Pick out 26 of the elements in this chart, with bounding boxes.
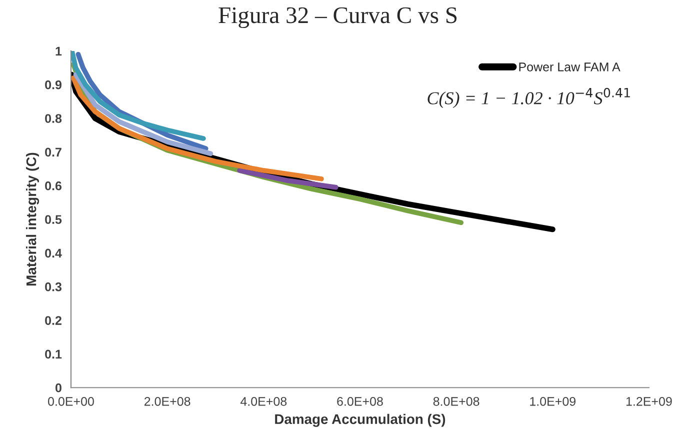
- y-tick-label: 0.8: [45, 114, 62, 123]
- y-tick-label: 0.7: [45, 148, 62, 157]
- y-tick-label: 0.2: [45, 316, 62, 325]
- y-tick-label: 0.6: [45, 181, 62, 190]
- x-tick-label: 0.0E+00: [48, 396, 94, 406]
- line-series: [70, 50, 206, 141]
- y-tick-label: 0.5: [45, 215, 62, 224]
- x-tick-label: 4.0E+08: [240, 396, 287, 406]
- y-tick-label: 0.4: [45, 248, 62, 258]
- y-tick-label: 0.1: [45, 350, 62, 359]
- x-tick-label: 2.0E+08: [144, 396, 190, 406]
- y-tick-label: 0.3: [45, 282, 62, 292]
- x-tick-label: 1.0E+09: [530, 396, 576, 406]
- legend-label: Power Law FAM A: [519, 62, 620, 72]
- y-tick-label: 0.9: [45, 80, 62, 90]
- x-tick-label: 6.0E+08: [337, 396, 383, 406]
- annotation: C(S) = 1 − 1.02 · 10$^{−4}$S$^{0.41}$: [428, 88, 630, 108]
- line-series: [70, 75, 324, 182]
- y-tick-label: 0: [55, 383, 62, 392]
- y-tick-label: 1: [56, 46, 62, 56]
- x-axis-title: Damage Accumulation (S): [275, 414, 446, 427]
- chart-title: Figura 32 – Curva C vs S: [218, 7, 457, 28]
- x-tick-label: 8.0E+08: [433, 396, 480, 406]
- x-tick-label: 1.2E+09: [626, 396, 672, 406]
- line-series: [73, 72, 214, 156]
- y-axis-title: Material integrity (C): [26, 152, 40, 286]
